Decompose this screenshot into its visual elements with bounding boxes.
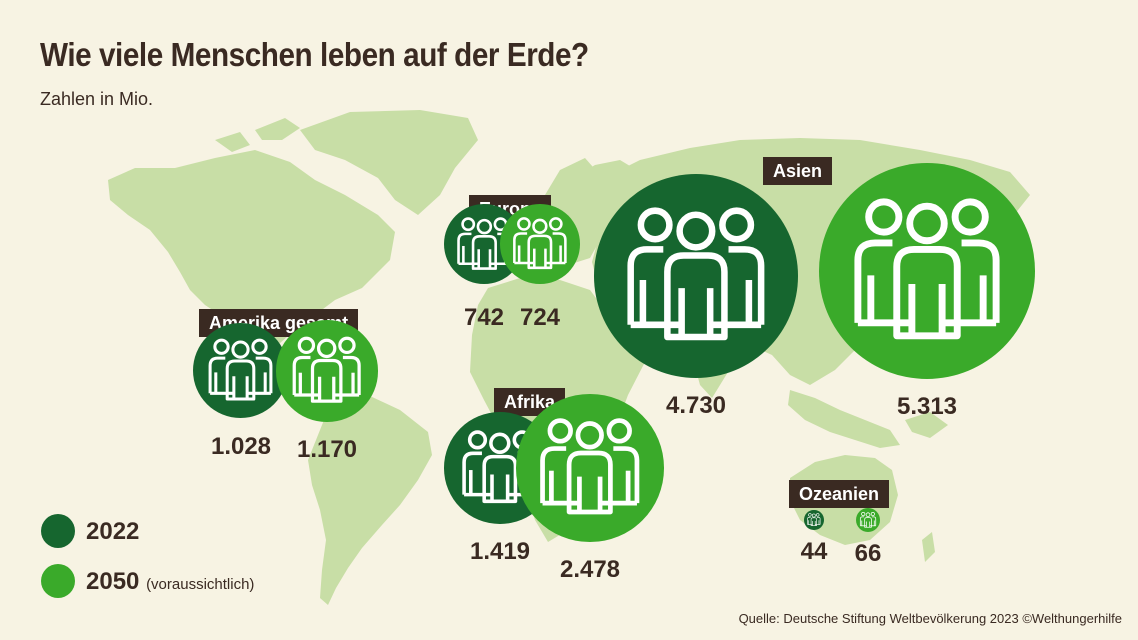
bubble-europa-2050 [500, 204, 580, 284]
region-label-asien: Asien [763, 157, 833, 185]
legend-label-2022: 2022 [86, 518, 139, 546]
region-label-afrika: Afrika [494, 388, 566, 416]
value-label-asien-2050: 5.313 [896, 393, 958, 420]
bubble-asien-2050 [819, 163, 1035, 379]
legend-swatch-2022 [41, 514, 75, 548]
value-label-amerika-gesamt-2050: 1.170 [296, 435, 358, 463]
legend-year-2050: 2050 [86, 568, 140, 595]
map-north-america [108, 150, 395, 372]
value-label-ozeanien-2022: 44 [800, 537, 828, 565]
value-label-asien-2022: 4.730 [665, 391, 727, 419]
value-label-ozeanien-2050: 66 [854, 540, 882, 568]
group-of-people-icon [859, 511, 877, 528]
group-of-people-icon [540, 418, 640, 515]
map-southeast-asia [788, 390, 900, 448]
group-of-people-icon [807, 513, 821, 527]
map-greenland [300, 110, 478, 215]
bubble-asien-2022 [594, 174, 798, 378]
value-label-amerika-gesamt-2022: 1.028 [210, 432, 272, 460]
value-label-afrika-2022: 1.419 [469, 537, 531, 565]
region-label-ozeanien: Ozeanien [789, 480, 890, 508]
legend-label-2050: 2050 (voraussichtlich) [86, 568, 254, 596]
legend-year-2022: 2022 [86, 518, 140, 545]
chart-subtitle: Zahlen in Mio. [40, 89, 154, 109]
group-of-people-icon [854, 198, 1000, 340]
legend-note-2050: (voraussichtlich) [146, 576, 255, 593]
group-of-people-icon [513, 217, 567, 270]
chart-title: Wie viele Menschen leben auf der Erde? [40, 36, 589, 73]
legend-swatch-2050 [41, 564, 75, 598]
source-note: Quelle: Deutsche Stiftung Weltbevölkerun… [738, 611, 1122, 626]
value-label-europa-2050: 724 [519, 303, 561, 331]
map-south-america [308, 396, 432, 605]
group-of-people-icon [209, 339, 273, 402]
bubble-amerika-gesamt-2022 [193, 323, 289, 419]
group-of-people-icon [627, 207, 765, 341]
value-label-afrika-2050: 2.478 [559, 555, 621, 583]
bubble-afrika-2050 [516, 394, 664, 542]
group-of-people-icon [292, 336, 362, 404]
value-label-europa-2022: 742 [463, 304, 505, 332]
bubble-ozeanien-2050 [855, 507, 881, 533]
bubble-amerika-gesamt-2050 [276, 320, 378, 422]
bubble-ozeanien-2022 [804, 510, 824, 530]
